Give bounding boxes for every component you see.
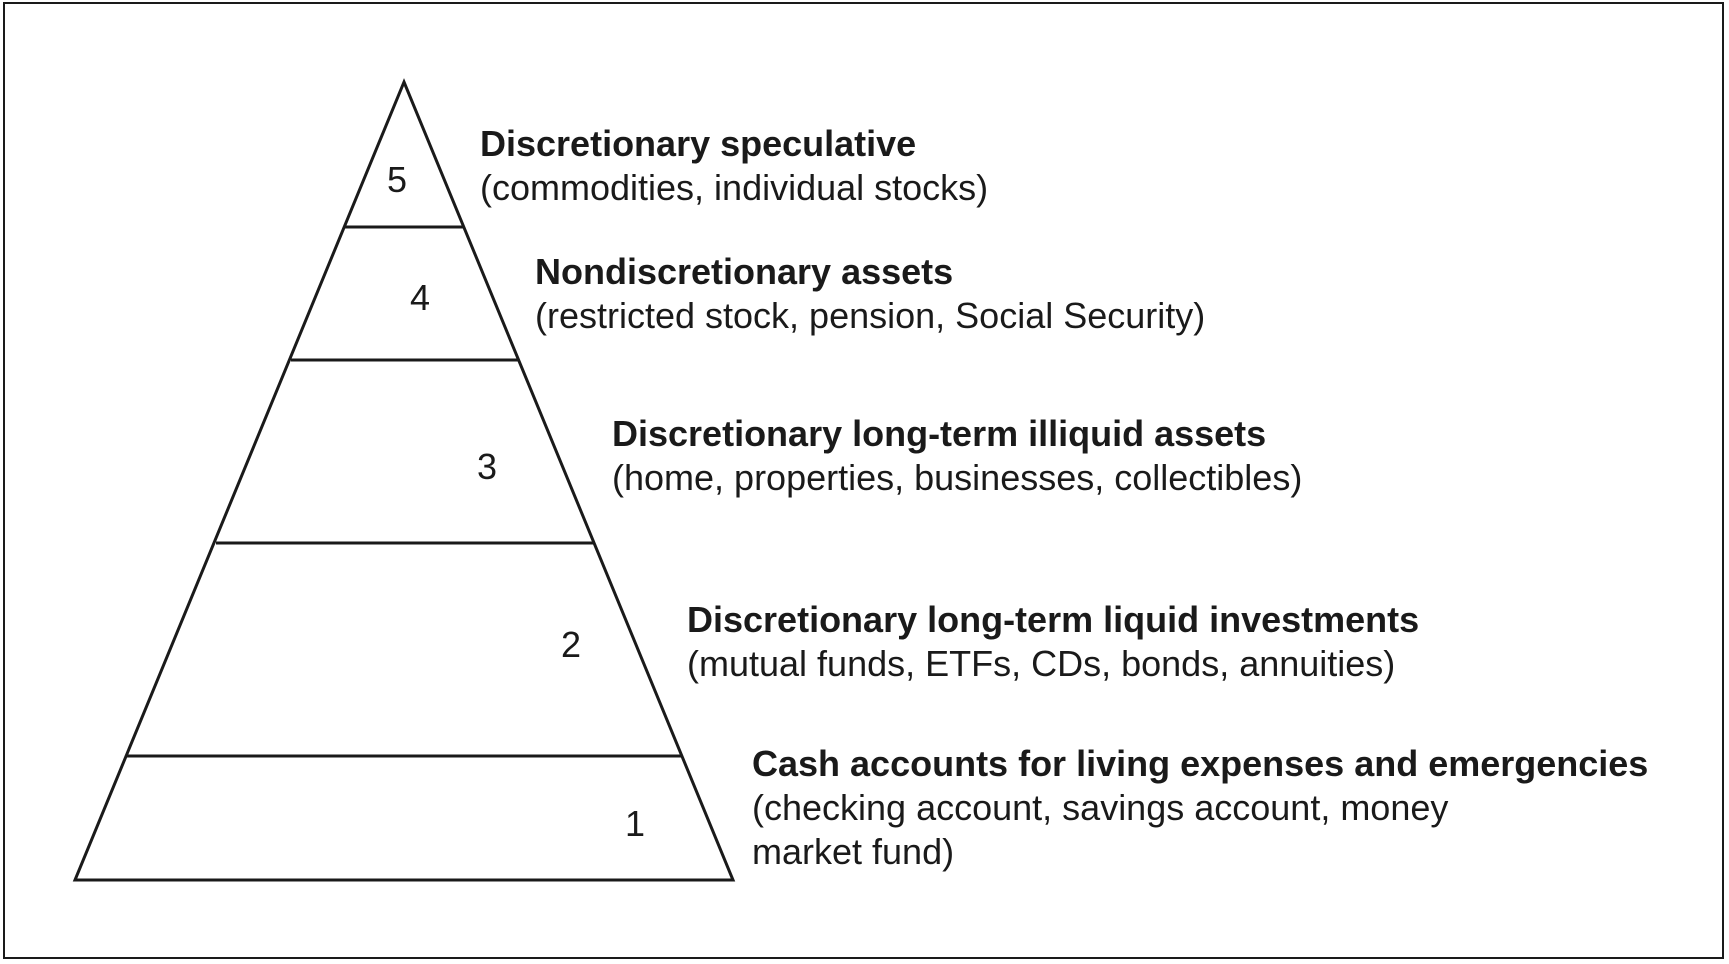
level-1-label: Cash accounts for living expenses and em… bbox=[752, 742, 1649, 874]
level-5-number: 5 bbox=[387, 159, 407, 200]
level-5-description: (commodities, individual stocks) bbox=[480, 167, 989, 208]
level-3-label: Discretionary long-term illiquid assets … bbox=[612, 412, 1302, 500]
level-4-label: Nondiscretionary assets (restricted stoc… bbox=[535, 250, 1205, 338]
level-3-title: Discretionary long-term illiquid assets bbox=[612, 413, 1267, 454]
pyramid-outline bbox=[72, 78, 736, 882]
level-3-description: (home, properties, businesses, collectib… bbox=[612, 457, 1303, 498]
level-2-title: Discretionary long-term liquid investmen… bbox=[687, 599, 1420, 640]
level-4-description: (restricted stock, pension, Social Secur… bbox=[535, 295, 1206, 336]
level-1-description: (checking account, savings account, mone… bbox=[752, 787, 1449, 872]
level-5-title: Discretionary speculative bbox=[480, 123, 917, 164]
level-1-number: 1 bbox=[625, 803, 645, 844]
level-1-title: Cash accounts for living expenses and em… bbox=[752, 743, 1649, 784]
level-2-description: (mutual funds, ETFs, CDs, bonds, annuiti… bbox=[687, 643, 1396, 684]
level-2-number: 2 bbox=[561, 624, 581, 665]
level-5-label: Discretionary speculative (commodities, … bbox=[480, 122, 988, 210]
level-2-label: Discretionary long-term liquid investmen… bbox=[687, 598, 1419, 686]
level-3-number: 3 bbox=[477, 446, 497, 487]
figure-frame bbox=[3, 2, 1724, 959]
level-4-title: Nondiscretionary assets bbox=[535, 251, 954, 292]
level-4-number: 4 bbox=[410, 277, 430, 318]
